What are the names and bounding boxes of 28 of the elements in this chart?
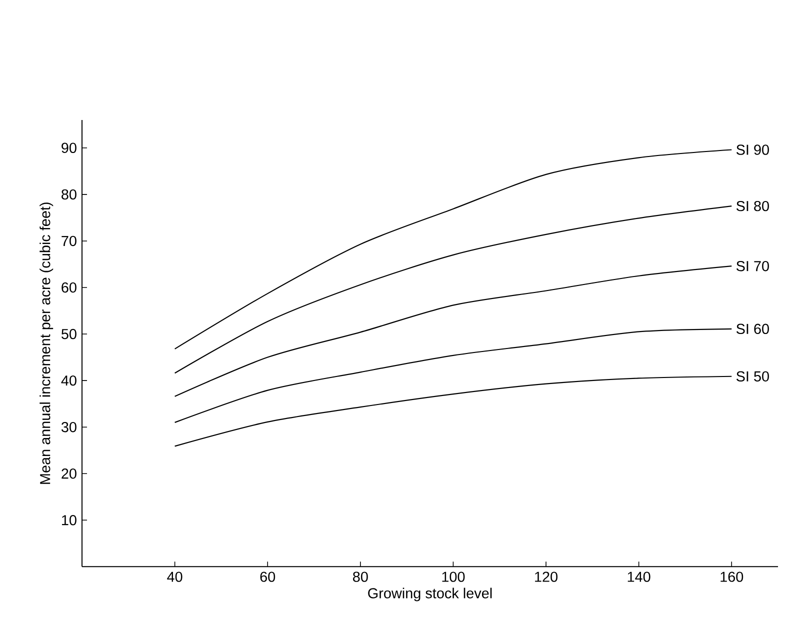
- y-tick-label: 90: [62, 142, 76, 154]
- line-series: [174, 328, 732, 423]
- y-tick-label: 50: [62, 328, 76, 340]
- x-tick-label: 60: [260, 572, 276, 582]
- series-label: SI 60: [736, 324, 769, 334]
- y-tick-label: 20: [62, 468, 76, 479]
- y-tick-label: 70: [62, 236, 76, 246]
- series-label: SI 50: [736, 371, 769, 382]
- x-tick-label: 80: [353, 572, 368, 582]
- line-series: [174, 266, 732, 397]
- line-series: [174, 376, 732, 447]
- y-tick-label: 60: [62, 282, 76, 293]
- line-series: [174, 206, 732, 374]
- y-tick-label: 30: [61, 422, 76, 432]
- x-tick-label: 100: [442, 572, 465, 582]
- x-tick-label: 40: [167, 572, 182, 582]
- series-label: SI 80: [736, 200, 769, 212]
- x-tick-label: 160: [720, 572, 744, 582]
- y-tick-label: 10: [62, 515, 76, 526]
- series-label: SI 90: [736, 144, 769, 155]
- x-axis-title: Growing stock level: [368, 588, 492, 602]
- y-axis-title: Mean annual increment per acre (cubic feet): [40, 202, 54, 484]
- series-label: SI 70: [736, 260, 769, 272]
- x-tick-label: 120: [535, 572, 558, 582]
- y-tick-label: 40: [61, 375, 76, 386]
- line-series: [174, 149, 732, 350]
- y-tick-label: 80: [62, 189, 76, 200]
- x-tick-label: 140: [628, 572, 650, 582]
